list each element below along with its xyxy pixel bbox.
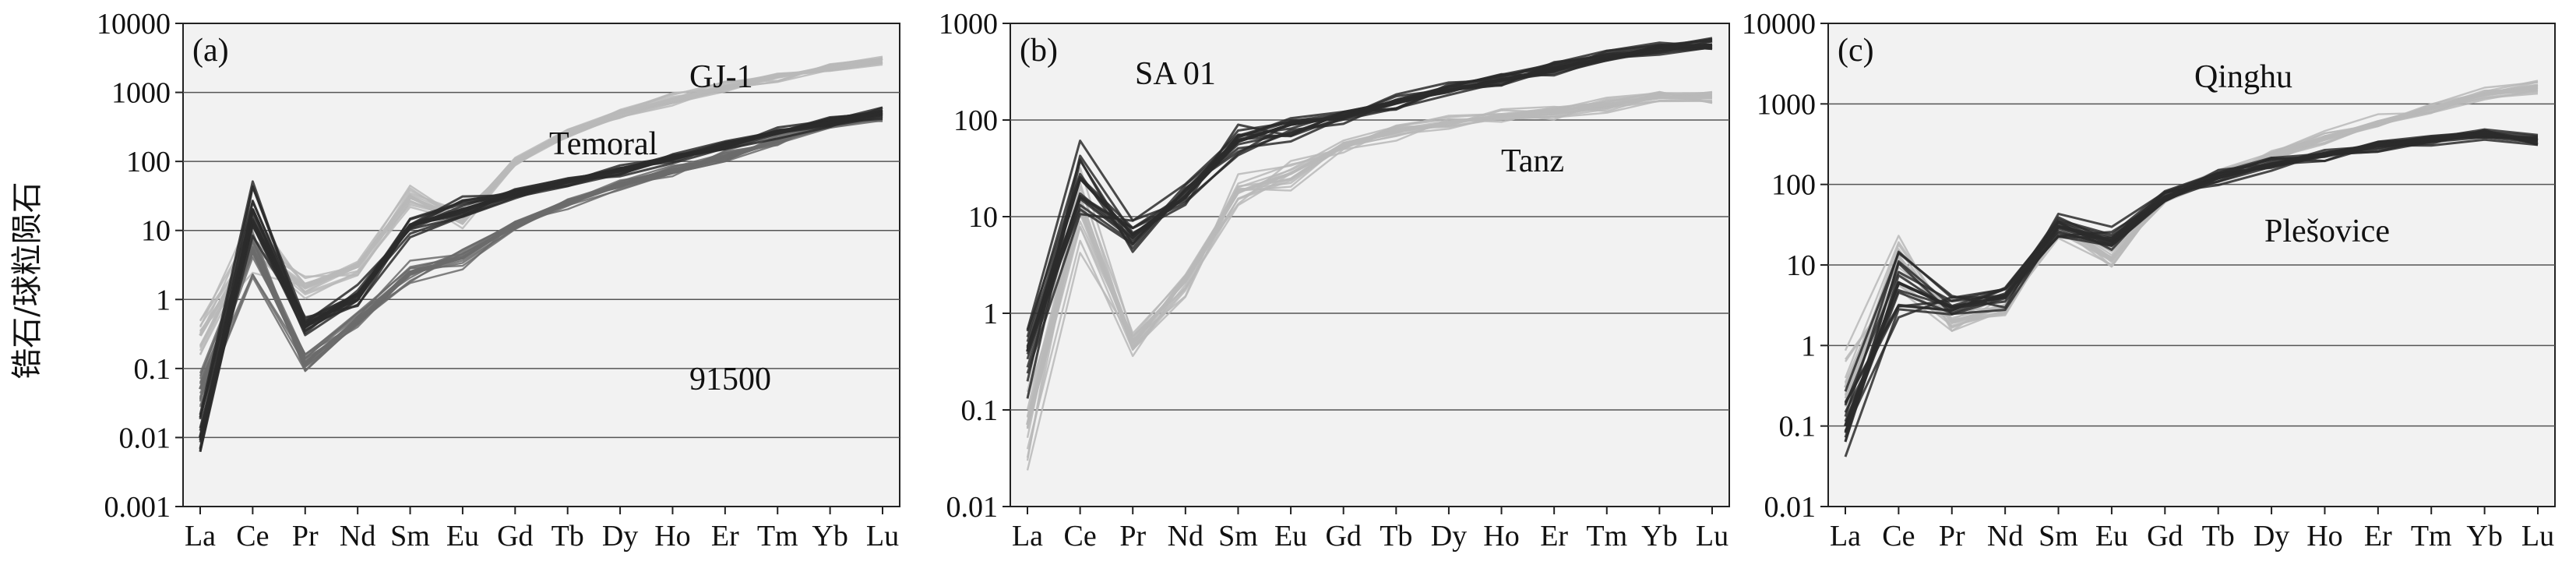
x-tick-label: Ce [1882, 520, 1915, 553]
x-tick-label: Tm [757, 520, 798, 553]
x-tick-label: Lu [1696, 520, 1728, 553]
y-tick-label: 0.001 [104, 491, 171, 524]
x-tick-label: La [185, 520, 216, 553]
x-tick-label: Ho [2306, 520, 2342, 553]
y-tick-label: 1000 [939, 8, 998, 41]
series-label: 91500 [689, 362, 771, 397]
y-axis-label: 锆石/球粒陨石 [9, 182, 45, 379]
x-tick-label: Sm [390, 520, 430, 553]
x-tick-label: Lu [2521, 520, 2554, 553]
x-tick-label: La [1830, 520, 1861, 553]
series-main-line [199, 60, 883, 337]
y-tick-label: 10 [1786, 249, 1816, 282]
x-tick-label: Yb [2466, 520, 2502, 553]
x-tick-label: Lu [866, 520, 899, 553]
x-tick-label: Er [711, 520, 739, 553]
y-tick-label: 10 [968, 201, 998, 234]
x-tick-label: Ho [1483, 520, 1519, 553]
y-tick-label: 10000 [1742, 8, 1816, 41]
x-tick-label: Yb [812, 520, 848, 553]
panel-tag: (b) [1020, 33, 1058, 69]
series-temoral [199, 55, 883, 355]
series-label: Temoral [549, 126, 657, 162]
y-tick-label: 100 [126, 146, 171, 178]
x-tick-label: Er [1540, 520, 1568, 553]
y-tick-label: 0.1 [134, 353, 171, 386]
y-tick-label: 0.01 [946, 491, 999, 524]
y-tick-label: 0.01 [1764, 491, 1817, 524]
x-tick-label: Sm [1218, 520, 1258, 553]
y-tick-label: 1 [983, 298, 998, 330]
x-tick-label: Pr [292, 520, 319, 553]
x-tick-label: Dy [602, 520, 638, 553]
panel-c: 0.01 0.1 1 10 100 1000 10000 La Ce Pr Nd Sm Eu Gd Tb Dy… [1742, 8, 2556, 553]
y-tick-label: 1 [156, 284, 171, 316]
series-main-line [199, 111, 883, 438]
series-main-line [1026, 43, 1713, 352]
x-tick-label: Tm [1586, 520, 1627, 553]
x-tick-label: Nd [1168, 520, 1203, 553]
x-tick-label: Gd [1325, 520, 1361, 553]
panel-b: 0.01 0.1 1 10 100 1000 La Ce Pr Nd Sm Eu Gd Tb Dy Ho Er T… [939, 8, 1730, 553]
y-tick-label: 100 [1771, 169, 1816, 202]
x-tick-label: Gd [2147, 520, 2183, 553]
x-tick-label: Pr [1939, 520, 1965, 553]
plot-area [182, 23, 900, 507]
x-tick-label: Dy [1431, 520, 1467, 553]
x-tick-label: Yb [1641, 520, 1677, 553]
series-91500 [199, 111, 883, 417]
series-tanz [1026, 90, 1713, 471]
series-main-line [1844, 132, 2539, 427]
series-label: Qinghu [2194, 59, 2292, 95]
x-tick-label: Eu [1274, 520, 1307, 553]
series-label: GJ-1 [689, 59, 753, 95]
x-tick-label: Ce [1064, 520, 1097, 553]
y-tick-label: 1 [1801, 330, 1816, 362]
series-gj-1 [199, 106, 883, 453]
series-ple-ovice [1844, 128, 2539, 457]
series-main-line [1026, 94, 1713, 425]
x-tick-label: Eu [446, 520, 479, 553]
x-tick-label: Tm [2411, 520, 2452, 553]
y-tick-label: 10000 [97, 8, 171, 41]
x-tick-label: Ce [236, 520, 269, 553]
series-main-line [199, 115, 883, 390]
x-tick-label: Sm [2039, 520, 2078, 553]
y-tick-label: 100 [953, 104, 998, 137]
x-tick-label: Gd [497, 520, 533, 553]
x-tick-label: Eu [2095, 520, 2128, 553]
series-label: SA 01 [1135, 56, 1216, 92]
y-tick-label: 0.01 [119, 422, 171, 454]
x-tick-label: Ho [654, 520, 690, 553]
x-tick-label: Dy [2254, 520, 2289, 553]
y-tick-label: 1000 [111, 77, 171, 110]
y-tick-label: 0.1 [1779, 411, 1817, 443]
series-label: Plešovice [2264, 214, 2390, 249]
y-tick-label: 10 [141, 215, 171, 248]
panel-tag: (a) [192, 33, 229, 69]
x-tick-label: Er [2364, 520, 2392, 553]
series-label: Tanz [1501, 143, 1564, 179]
y-tick-label: 0.1 [961, 394, 999, 427]
x-tick-label: Nd [340, 520, 375, 553]
panel-tag: (c) [1838, 33, 1874, 69]
panel-a: 0.001 0.01 0.1 1 10 100 1000 10000 La Ce Pr Nd Sm Eu G… [97, 8, 900, 553]
x-tick-label: Pr [1119, 520, 1146, 553]
y-tick-label: 1000 [1757, 88, 1816, 121]
x-tick-label: La [1012, 520, 1043, 553]
x-tick-label: Tb [1380, 520, 1412, 553]
x-tick-label: Tb [551, 520, 584, 553]
series-sa-01 [1026, 37, 1713, 399]
x-tick-label: Nd [1987, 520, 2023, 553]
x-tick-label: Tb [2202, 520, 2235, 553]
